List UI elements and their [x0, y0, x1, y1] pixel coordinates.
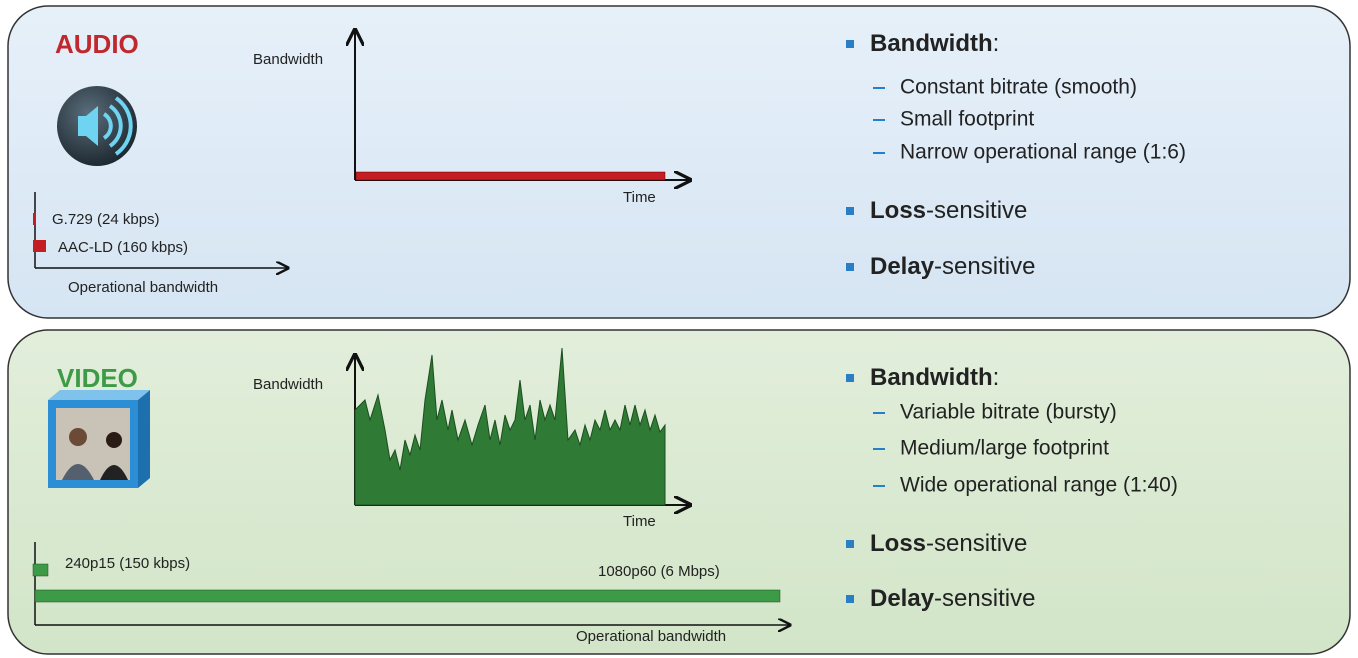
- video-panel: [7, 329, 1351, 655]
- bitrate-waveform: [354, 347, 666, 506]
- range-bar: [32, 563, 49, 577]
- sub-bullet: Constant bitrate (smooth): [900, 76, 1137, 99]
- sub-bullet: Small footprint: [900, 108, 1034, 131]
- video-icon: [48, 390, 150, 488]
- sub-bullet: Medium/large footprint: [900, 437, 1109, 460]
- range-bar: [34, 589, 781, 603]
- sub-bullet: Variable bitrate (bursty): [900, 401, 1117, 424]
- bullet-text: Loss-sensitive: [870, 530, 1027, 557]
- range-axis-label: Operational bandwidth: [576, 628, 726, 645]
- bullet-text: Bandwidth:: [870, 30, 999, 57]
- x-axis-label: Time: [623, 513, 656, 530]
- bullet-text: Loss-sensitive: [870, 197, 1027, 224]
- y-axis-label: Bandwidth: [253, 51, 323, 68]
- bullet-text: Delay-sensitive: [870, 253, 1035, 280]
- bitrate-bar: [355, 171, 666, 181]
- range-label: 240p15 (150 kbps): [65, 555, 190, 572]
- range-label: AAC-LD (160 kbps): [58, 239, 188, 256]
- range-bar: [33, 213, 36, 225]
- bullet: [846, 595, 854, 603]
- range-bar: [33, 240, 46, 252]
- bullet: [846, 207, 854, 215]
- bullet: [846, 540, 854, 548]
- bullet: [846, 374, 854, 382]
- range-label: 1080p60 (6 Mbps): [598, 563, 720, 580]
- bullet: [846, 40, 854, 48]
- sub-bullet: Wide operational range (1:40): [900, 474, 1178, 497]
- speaker-icon: [57, 86, 137, 166]
- x-axis-label: Time: [623, 189, 656, 206]
- range-label: G.729 (24 kbps): [52, 211, 160, 228]
- bullet: [846, 263, 854, 271]
- sub-bullet: Narrow operational range (1:6): [900, 141, 1186, 164]
- panel-title: VIDEO: [57, 363, 138, 393]
- bullet-text: Delay-sensitive: [870, 585, 1035, 612]
- bullet-text: Bandwidth:: [870, 364, 999, 391]
- y-axis-label: Bandwidth: [253, 376, 323, 393]
- panel-title: AUDIO: [55, 29, 139, 59]
- audio-panel: [7, 5, 1351, 319]
- range-axis-label: Operational bandwidth: [68, 279, 218, 296]
